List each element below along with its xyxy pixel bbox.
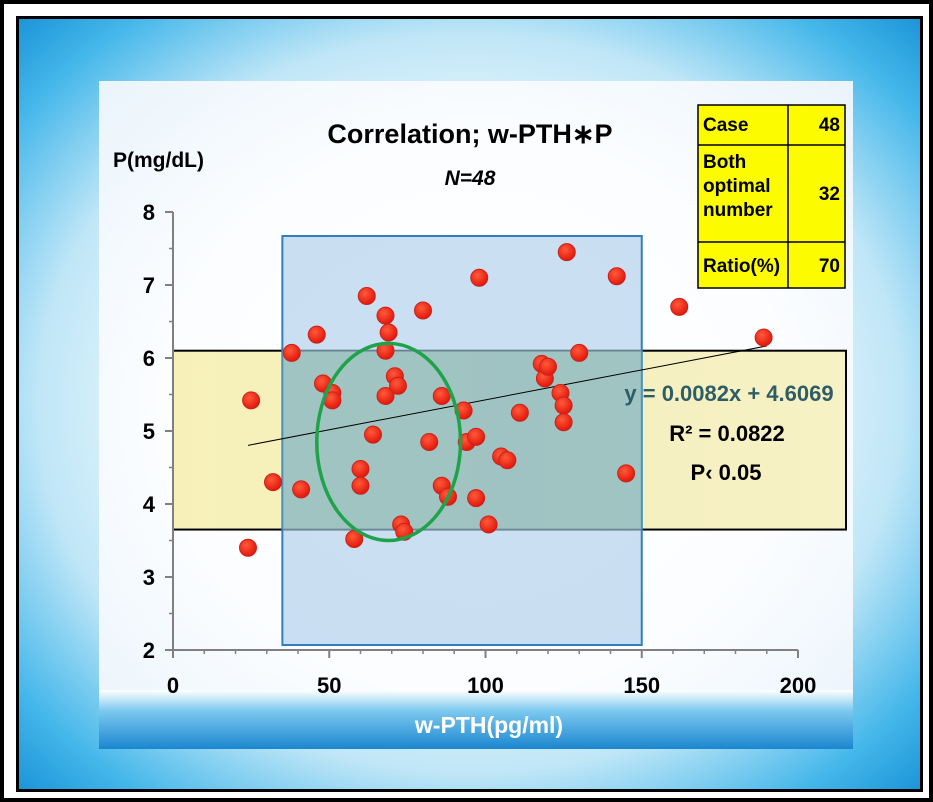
data-point [607,267,626,286]
data-point [242,391,261,410]
x-tick-label: 100 [467,673,504,698]
y-tick-label: 8 [143,200,155,225]
table-value-case: 48 [819,115,840,136]
data-point [376,306,395,325]
data-point [357,286,376,305]
data-point [432,386,451,405]
data-point [479,515,498,534]
data-point [307,325,326,344]
data-point [351,459,370,478]
y-tick-label: 5 [143,419,155,444]
data-point [670,297,689,316]
data-point [364,425,382,444]
y-axis-label: P(mg/dL) [113,149,204,172]
r-squared: R² = 0.0822 [669,421,785,446]
n-label: N=48 [445,167,496,190]
data-point [539,357,557,376]
data-point [570,343,589,362]
data-point [351,476,370,495]
x-tick-label: 150 [623,673,660,698]
data-point [239,538,257,557]
table-label-case: Case [703,115,748,136]
regression-equation: y = 0.0082x + 4.6069 [624,381,833,406]
data-point [467,489,486,508]
table-value-both-optimal: 32 [819,184,840,205]
table-label-both-optimal: Both optimal number [703,152,776,221]
axes: 2 3 4 5 6 7 8 0 50 100 150 200 [143,200,817,698]
cluster-ellipse [315,341,463,543]
y-tick-label: 7 [143,273,155,298]
data-point [414,301,432,320]
data-points [239,243,773,557]
data-point [376,386,395,405]
data-point [420,432,439,451]
regression-line [247,345,767,446]
data-point [282,343,301,362]
data-point [292,480,311,499]
data-point [264,473,282,492]
data-point [617,464,636,483]
x-tick-label: 200 [780,673,817,698]
data-point [554,396,573,415]
x-axis-label: w-PTH(pg/ml) [414,712,563,738]
data-point [470,268,489,287]
y-tick-label: 3 [143,565,155,590]
stats-table: Case 48 Both optimal number 32 Ratio(%) … [697,104,846,289]
y-tick-label: 6 [143,346,155,371]
data-point [754,328,773,347]
table-value-ratio: 70 [819,256,840,277]
x-tick-label: 50 [317,673,341,698]
p-value: P‹ 0.05 [691,460,762,485]
data-point [554,413,573,432]
chart-title: Correlation; w-PTH∗P [327,119,612,149]
xlabel-strip [99,690,853,749]
data-point [389,376,407,395]
x-tick-label: 0 [167,673,179,698]
data-point [557,243,576,262]
y-tick-label: 2 [143,638,155,663]
data-point [510,403,529,422]
data-point [379,323,398,342]
y-tick-label: 4 [143,492,156,517]
data-point [498,451,517,470]
table-label-ratio: Ratio(%) [703,256,780,277]
data-point [467,427,486,446]
